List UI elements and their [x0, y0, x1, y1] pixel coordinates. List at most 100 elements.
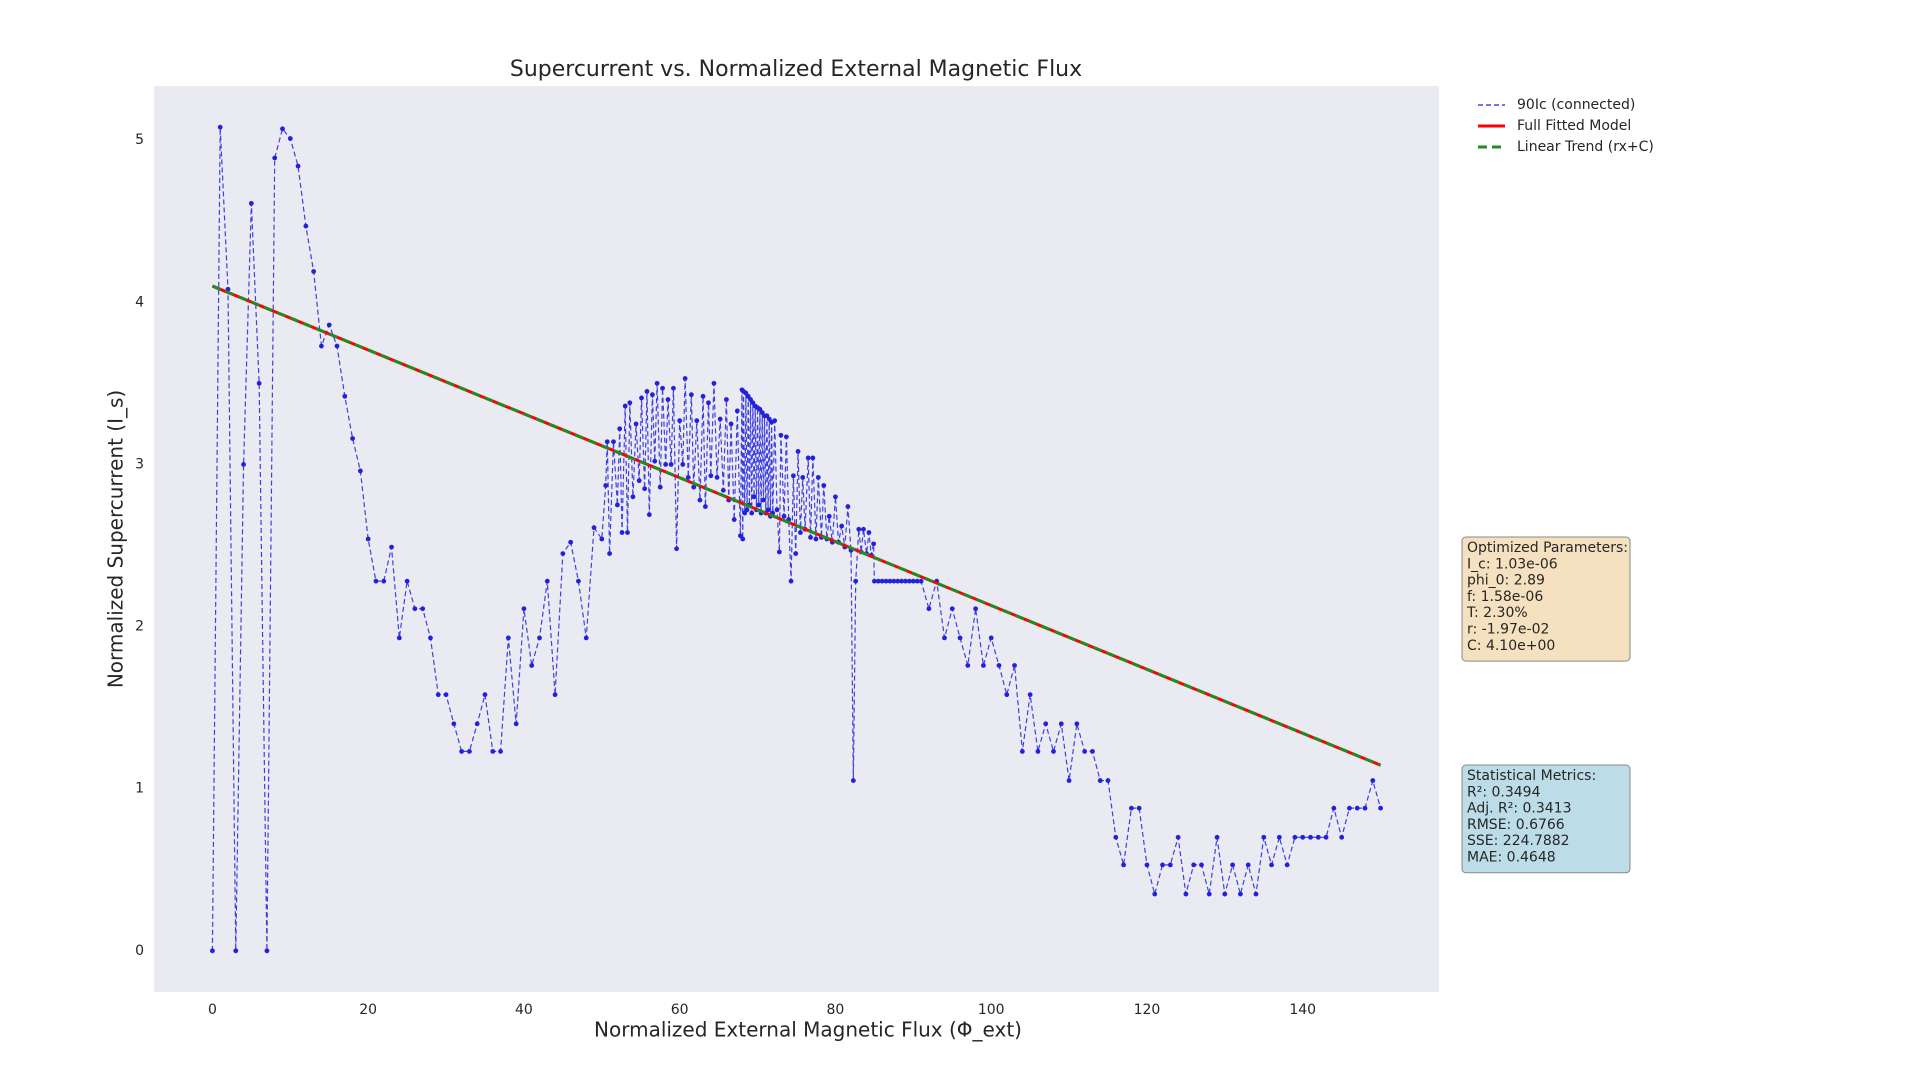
y-tick-label: 2 — [135, 619, 144, 635]
data-point — [272, 155, 278, 161]
data-point — [839, 523, 845, 529]
data-point — [790, 473, 796, 479]
data-point — [918, 578, 924, 584]
data-point — [513, 721, 519, 727]
data-point — [1261, 834, 1267, 840]
data-point — [879, 578, 885, 584]
data-point — [583, 635, 589, 641]
data-point — [603, 483, 609, 488]
x-tick-label: 120 — [1134, 1002, 1161, 1018]
data-point — [706, 400, 711, 406]
data-point — [734, 408, 740, 414]
data-point — [810, 455, 816, 461]
data-point — [1121, 862, 1126, 868]
y-axis-label: Normalized Supercurrent (I_s) — [104, 390, 128, 688]
data-point — [295, 163, 301, 169]
annotation-text: C: 4.10e+00 — [1467, 638, 1555, 654]
data-point — [342, 393, 348, 399]
data-point — [665, 397, 671, 402]
data-point — [287, 136, 293, 141]
data-point — [646, 512, 652, 518]
data-point — [813, 536, 819, 542]
data-point — [1199, 862, 1204, 868]
data-point — [751, 494, 757, 500]
data-point — [630, 494, 636, 500]
data-point — [428, 635, 433, 641]
data-point — [1347, 805, 1352, 811]
data-point — [808, 534, 813, 540]
data-point — [1051, 748, 1056, 754]
legend-label: Linear Trend (rx+C) — [1517, 139, 1654, 155]
data-point — [654, 380, 660, 386]
data-point — [636, 478, 642, 484]
data-point — [866, 530, 872, 535]
y-tick-label: 3 — [135, 456, 144, 472]
data-point — [783, 434, 789, 440]
data-point — [714, 474, 720, 480]
data-point — [482, 692, 488, 698]
data-point — [797, 530, 803, 535]
data-point — [474, 721, 480, 727]
data-point — [365, 536, 371, 542]
data-point — [210, 948, 215, 954]
data-point — [988, 635, 994, 641]
data-point — [241, 462, 246, 467]
data-point — [949, 606, 955, 612]
data-point — [731, 517, 737, 522]
data-point — [264, 948, 270, 954]
data-point — [685, 474, 691, 480]
data-point — [1284, 862, 1290, 868]
data-point — [1253, 891, 1259, 897]
x-tick-label: 20 — [359, 1002, 377, 1018]
data-point — [568, 539, 574, 545]
data-point — [657, 484, 663, 490]
data-point — [1339, 834, 1345, 840]
data-point — [891, 578, 897, 584]
data-point — [720, 487, 726, 493]
data-point — [217, 124, 223, 130]
data-point — [1323, 834, 1329, 840]
data-point — [1066, 778, 1072, 783]
data-point — [778, 432, 784, 438]
data-point — [910, 578, 916, 584]
data-point — [781, 513, 787, 519]
annotation-text: r: -1.97e-02 — [1467, 622, 1549, 638]
data-point — [607, 551, 612, 556]
annotation-box — [1461, 536, 1631, 662]
data-point — [671, 385, 676, 391]
data-point — [350, 436, 355, 441]
data-point — [435, 692, 441, 698]
data-point — [498, 748, 503, 754]
data-point — [625, 530, 630, 535]
data-point — [544, 578, 550, 584]
data-point — [774, 507, 780, 513]
data-point — [826, 513, 832, 519]
data-point — [467, 748, 472, 754]
x-axis-label: Normalized External Magnetic Flux (Φ_ext… — [594, 1018, 1022, 1042]
data-point — [815, 474, 821, 480]
data-point — [1300, 834, 1306, 840]
data-point — [765, 507, 771, 513]
annotation-text: Optimized Parameters: — [1467, 540, 1628, 556]
data-point — [1245, 862, 1251, 868]
data-point — [674, 546, 679, 552]
data-point — [871, 541, 876, 547]
data-point — [1191, 862, 1197, 868]
data-point — [903, 578, 908, 584]
data-point — [914, 578, 920, 584]
data-point — [1074, 721, 1080, 727]
legend-label: Full Fitted Model — [1517, 118, 1631, 134]
data-point — [1160, 862, 1165, 868]
data-point — [800, 474, 806, 480]
data-point — [772, 418, 778, 424]
data-point — [805, 455, 811, 461]
data-point — [833, 494, 838, 500]
data-point — [973, 606, 979, 612]
data-point — [957, 635, 963, 641]
data-point — [795, 449, 801, 454]
data-point — [691, 484, 697, 490]
data-point — [1269, 862, 1274, 868]
chart-title: Supercurrent vs. Normalized External Mag… — [510, 57, 1082, 82]
data-point — [700, 393, 706, 399]
